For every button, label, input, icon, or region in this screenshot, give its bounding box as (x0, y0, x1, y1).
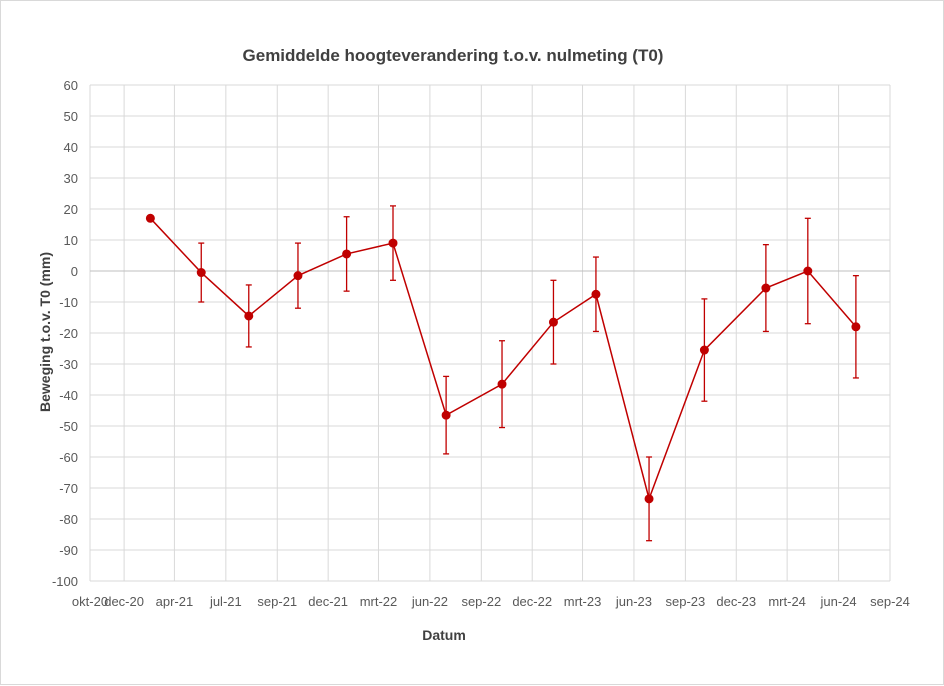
y-tick-label: -10 (59, 295, 78, 310)
x-tick-label: jun-23 (615, 594, 652, 609)
y-tick-label: -70 (59, 481, 78, 496)
y-tick-label: 40 (64, 140, 78, 155)
y-axis-ticks: 60 50 40 30 20 10 0 -10 -20 -30 -40 -50 -60 -70 -80 -90… (52, 78, 78, 589)
x-tick-label: sep-23 (666, 594, 706, 609)
y-tick-label: 60 (64, 78, 78, 93)
y-tick-label: -90 (59, 543, 78, 558)
x-tick-label: mrt-23 (564, 594, 602, 609)
x-tick-label: jun-22 (411, 594, 448, 609)
data-point (761, 283, 771, 293)
data-point (293, 271, 303, 281)
x-tick-label: dec-23 (716, 594, 756, 609)
y-tick-label: -60 (59, 450, 78, 465)
data-point (497, 379, 507, 389)
x-tick-label: jul-21 (209, 594, 242, 609)
x-tick-label: sep-24 (870, 594, 910, 609)
x-tick-label: jun-24 (819, 594, 856, 609)
x-tick-label: dec-22 (512, 594, 552, 609)
y-tick-label: -100 (52, 574, 78, 589)
y-tick-label: 30 (64, 171, 78, 186)
x-tick-label: sep-22 (461, 594, 501, 609)
x-tick-label: okt-20 (72, 594, 108, 609)
data-point (441, 410, 451, 420)
y-tick-label: -30 (59, 357, 78, 372)
x-tick-label: dec-20 (104, 594, 144, 609)
y-tick-label: -20 (59, 326, 78, 341)
x-tick-label: dec-21 (308, 594, 348, 609)
x-tick-label: mrt-22 (360, 594, 398, 609)
x-axis-title: Datum (422, 627, 466, 643)
data-point (196, 268, 206, 278)
data-point (244, 311, 254, 321)
x-tick-label: sep-21 (257, 594, 297, 609)
y-axis-title: Beweging t.o.v. T0 (mm) (37, 252, 53, 412)
y-tick-label: -50 (59, 419, 78, 434)
series-layer (145, 205, 861, 542)
x-tick-label: mrt-24 (768, 594, 806, 609)
plot-grid (89, 84, 891, 582)
data-point (591, 289, 601, 299)
data-point (803, 266, 813, 276)
data-point (548, 317, 558, 327)
chart-title: Gemiddelde hoogteverandering t.o.v. nulm… (243, 46, 664, 65)
data-point (388, 238, 398, 248)
data-point (342, 249, 352, 259)
y-tick-label: -40 (59, 388, 78, 403)
y-tick-label: 50 (64, 109, 78, 124)
y-tick-label: -80 (59, 512, 78, 527)
data-point (699, 345, 709, 355)
data-point (644, 494, 654, 504)
data-point (145, 213, 155, 223)
y-tick-label: 10 (64, 233, 78, 248)
y-tick-label: 20 (64, 202, 78, 217)
x-tick-label: apr-21 (156, 594, 194, 609)
data-point (851, 322, 861, 332)
y-tick-label: 0 (71, 264, 78, 279)
